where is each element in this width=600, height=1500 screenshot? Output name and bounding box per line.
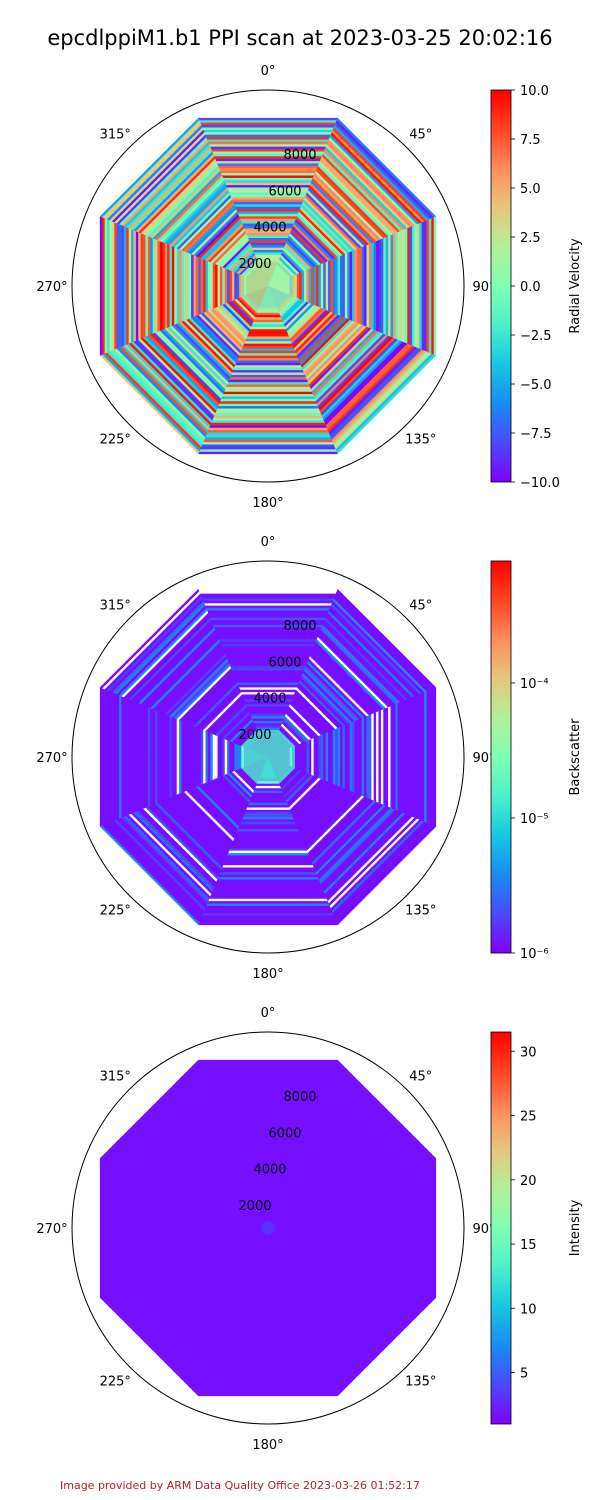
theta-tick-label: 180° xyxy=(252,967,283,982)
colorbar-tick-label: 20 xyxy=(520,1174,537,1189)
theta-tick-label: 315° xyxy=(100,598,131,613)
data-layer xyxy=(99,588,437,926)
theta-tick-label: 135° xyxy=(405,1375,436,1390)
colorbar-tick-label: −2.5 xyxy=(520,329,552,344)
theta-tick-label: 45° xyxy=(409,598,432,613)
colorbar: 10⁻⁴ 10⁻⁵ 10⁻⁶ Backscatter xyxy=(490,560,583,962)
intensity-polar-plot: 0° 45° 90° 135° 180° 225° 270° 315° 2000 4000 6000… xyxy=(36,1006,583,1453)
polar-frame xyxy=(71,560,465,954)
colorbar-tick-label: −5.0 xyxy=(520,378,552,393)
colorbar-tick-label: 2.5 xyxy=(520,231,541,246)
colorbar-tick-label: 0.0 xyxy=(520,280,541,295)
theta-tick-label: 0° xyxy=(261,535,276,550)
theta-tick-label: 270° xyxy=(36,751,67,766)
colorbar-tick-label: 30 xyxy=(520,1045,537,1060)
r-tick-label: 4000 xyxy=(253,221,286,236)
colorbar-tick-label: 10 xyxy=(520,1302,537,1317)
colorbar-tick-label: 15 xyxy=(520,1238,537,1253)
theta-tick-label: 0° xyxy=(261,1006,276,1021)
near-range-core xyxy=(241,259,295,313)
r-tick-label: 4000 xyxy=(253,1163,286,1178)
theta-tick-label: 90° xyxy=(472,751,495,766)
theta-tick-label: 180° xyxy=(252,496,283,511)
colorbar: 10.0 7.5 5.0 2.5 0.0 −2.5 −5.0 −7.5 −10.0 Radial … xyxy=(490,84,583,491)
r-tick-label: 6000 xyxy=(268,655,301,670)
polar-frame xyxy=(71,1031,465,1425)
plot-area: 0° 45° 90° 135° 180° 225° 270° 315° 2000 4000 6000… xyxy=(36,1006,495,1453)
theta-tick-label: 270° xyxy=(36,1222,67,1237)
theta-tick-label: 90° xyxy=(472,1222,495,1237)
backscatter-polar-plot: 0° 45° 90° 135° 180° 225° 270° 315° 2000 4000 6000… xyxy=(36,535,583,982)
credit-footer: Image provided by ARM Data Quality Offic… xyxy=(60,1479,420,1492)
polar-frame xyxy=(71,89,465,483)
colorbar-tick-label: 10.0 xyxy=(520,84,549,99)
data-layer xyxy=(99,1059,437,1397)
backscatter-panel: 0° 45° 90° 135° 180° 225° 270° 315° 2000 4000 6000… xyxy=(0,529,600,999)
colorbar-tick-label: 25 xyxy=(520,1110,537,1125)
colorbar: 30 25 20 15 10 5 Intensity xyxy=(490,1031,583,1425)
colorbar-gradient xyxy=(490,560,512,954)
theta-tick-label: 180° xyxy=(252,1438,283,1453)
data-layer xyxy=(99,117,437,455)
theta-tick-label: 315° xyxy=(100,127,131,142)
r-tick-label: 2000 xyxy=(238,728,271,743)
theta-tick-label: 270° xyxy=(36,280,67,295)
figure-title: epcdlppiM1.b1 PPI scan at 2023-03-25 20:… xyxy=(47,26,553,50)
theta-tick-label: 45° xyxy=(409,1069,432,1084)
theta-tick-label: 225° xyxy=(100,904,131,919)
theta-tick-label: 225° xyxy=(100,433,131,448)
colorbar-tick-label: 10⁻⁵ xyxy=(520,812,549,827)
near-range-core xyxy=(241,730,295,784)
near-range-return xyxy=(261,1221,275,1235)
colorbar-tick-label: 5 xyxy=(520,1367,528,1382)
colorbar-tick-label: 10⁻⁶ xyxy=(520,947,549,962)
r-tick-label: 8000 xyxy=(283,1090,316,1105)
r-tick-label: 2000 xyxy=(238,1199,271,1214)
colorbar-tick-label: 7.5 xyxy=(520,133,541,148)
theta-tick-label: 135° xyxy=(405,433,436,448)
r-tick-label: 6000 xyxy=(268,1126,301,1141)
colorbar-tick-label: 5.0 xyxy=(520,182,541,197)
colorbar-gradient xyxy=(490,89,512,483)
colorbar-tick-label: −7.5 xyxy=(520,427,552,442)
theta-tick-label: 45° xyxy=(409,127,432,142)
colorbar-label: Intensity xyxy=(568,1199,583,1256)
plot-area: 0° 45° 90° 135° 180° 225° 270° 315° 2000 4000 6000… xyxy=(36,535,495,982)
r-tick-label: 8000 xyxy=(283,619,316,634)
r-tick-label: 8000 xyxy=(283,148,316,163)
r-tick-label: 4000 xyxy=(253,692,286,707)
intensity-panel: 0° 45° 90° 135° 180° 225° 270° 315° 2000 4000 6000… xyxy=(0,1000,600,1470)
theta-tick-label: 90° xyxy=(472,280,495,295)
radial-velocity-polar-plot: 0° 45° 90° 135° 180° 225° 270° 315° 2000 4000 6000… xyxy=(36,64,583,511)
theta-tick-label: 225° xyxy=(100,1375,131,1390)
theta-tick-label: 0° xyxy=(261,64,276,79)
colorbar-gradient xyxy=(490,1031,512,1425)
colorbar-tick-label: 10⁻⁴ xyxy=(520,677,549,692)
r-tick-label: 6000 xyxy=(268,184,301,199)
plot-area: 0° 45° 90° 135° 180° 225° 270° 315° 2000 4000 6000… xyxy=(36,64,495,511)
r-tick-label: 2000 xyxy=(238,257,271,272)
theta-tick-label: 135° xyxy=(405,904,436,919)
radial-velocity-panel: 0° 45° 90° 135° 180° 225° 270° 315° 2000 4000 6000… xyxy=(0,58,600,528)
colorbar-label: Backscatter xyxy=(568,718,583,796)
theta-tick-label: 315° xyxy=(100,1069,131,1084)
colorbar-label: Radial Velocity xyxy=(568,238,583,334)
colorbar-tick-label: −10.0 xyxy=(520,476,560,491)
